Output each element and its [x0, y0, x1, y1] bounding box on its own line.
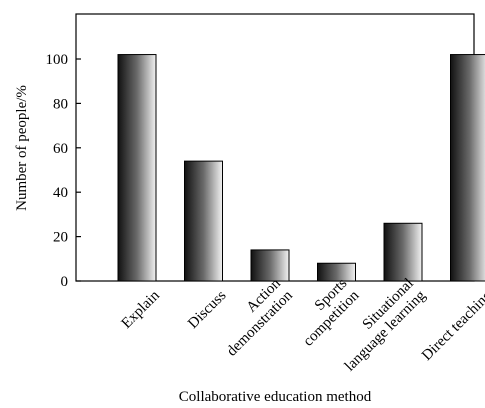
x-tick-label: Discuss [185, 287, 229, 331]
y-tick-label: 60 [53, 141, 68, 157]
bar [184, 160, 223, 282]
x-tick-label-line: Discuss [185, 287, 229, 331]
y-tick-label: 100 [46, 52, 69, 68]
bars [117, 54, 485, 282]
bar [383, 222, 423, 282]
bar [117, 54, 157, 282]
x-tick-label-line: Direct teaching [419, 287, 485, 364]
bar [317, 262, 356, 282]
y-tick-label: 20 [53, 230, 68, 246]
y-tick-label: 40 [53, 185, 68, 201]
y-axis-title: Number of people/% [14, 85, 30, 211]
y-axis-ticks: 0 20 40 60 80 100 [46, 52, 81, 290]
x-tick-label: Explain [119, 287, 164, 332]
y-tick-label: 80 [53, 96, 68, 112]
x-axis-title: Collaborative education method [179, 389, 372, 405]
bar [450, 54, 485, 282]
x-tick-label-line: Explain [119, 287, 164, 332]
x-tick-label: Direct teaching [419, 287, 485, 364]
y-tick-label: 0 [61, 274, 69, 290]
bar [250, 249, 290, 282]
